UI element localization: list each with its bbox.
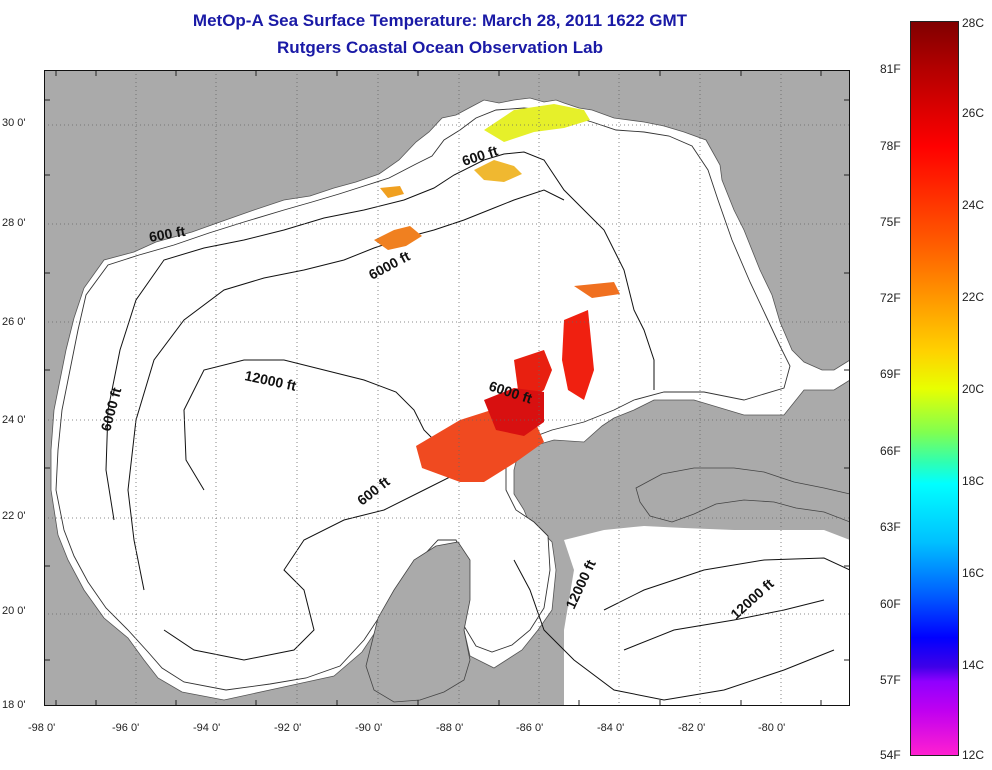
colorbar-celsius-label: 12C	[962, 748, 985, 762]
map-title: MetOp-A Sea Surface Temperature: March 2…	[192, 11, 688, 30]
lat-label: 26 0'	[2, 316, 26, 328]
lon-label: -92 0'	[274, 722, 302, 734]
yucatan-land	[365, 541, 471, 703]
contour-label-600ft: 600 ft	[148, 223, 187, 245]
colorbar-fahrenheit-label: 57F	[880, 673, 901, 687]
sst-swaths	[374, 104, 620, 482]
colorbar-celsius-label: 18C	[962, 474, 985, 488]
lon-label: -80 0'	[758, 722, 786, 734]
colorbar-celsius-label: 24C	[962, 198, 985, 212]
lon-label: -94 0'	[193, 722, 221, 734]
gulf-ocean	[55, 107, 791, 691]
colorbar-fahrenheit-label: 54F	[880, 748, 901, 762]
colorbar-fahrenheit-label: 72F	[880, 291, 901, 305]
lon-label: -96 0'	[112, 722, 140, 734]
lat-label: 22 0'	[2, 510, 26, 522]
colorbar-fahrenheit-label: 78F	[880, 139, 901, 153]
lon-label: -98 0'	[28, 722, 56, 734]
lat-label: 18 0'	[2, 699, 26, 711]
colorbar-fahrenheit-label: 69F	[880, 367, 901, 381]
lat-label: 20 0'	[2, 605, 26, 617]
colorbar-fahrenheit-label: 81F	[880, 62, 901, 76]
lat-label: 24 0'	[2, 414, 26, 426]
lon-label: -86 0'	[516, 722, 544, 734]
colorbar-fahrenheit-label: 66F	[880, 444, 901, 458]
colorbar-celsius-label: 28C	[962, 16, 985, 30]
colorbar-fahrenheit-label: 63F	[880, 520, 901, 534]
colorbar-celsius-label: 20C	[962, 382, 985, 396]
colorbar-celsius-label: 26C	[962, 106, 985, 120]
cuba-land	[635, 467, 851, 523]
colorbar-celsius-label: 22C	[962, 290, 985, 304]
map-subtitle: Rutgers Coastal Ocean Observation Lab	[277, 38, 603, 57]
lon-label: -90 0'	[355, 722, 383, 734]
lat-label: 28 0'	[2, 217, 26, 229]
temperature-colorbar	[910, 21, 959, 756]
lat-label: 30 0'	[2, 117, 26, 129]
lon-label: -82 0'	[678, 722, 706, 734]
colorbar-celsius-label: 16C	[962, 566, 985, 580]
colorbar-celsius-label: 14C	[962, 658, 985, 672]
colorbar-fahrenheit-label: 75F	[880, 215, 901, 229]
colorbar-fahrenheit-label: 60F	[880, 597, 901, 611]
lon-label: -88 0'	[436, 722, 464, 734]
lon-label: -84 0'	[597, 722, 625, 734]
sst-map: 600 ft 600 ft 6000 ft 6000 ft 6000 ft 12…	[43, 69, 851, 707]
